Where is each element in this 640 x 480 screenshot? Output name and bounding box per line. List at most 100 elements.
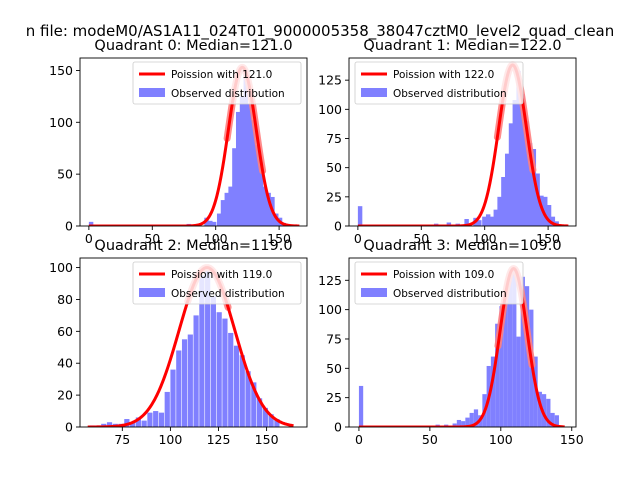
x-tick-label: 100 bbox=[158, 432, 182, 447]
histogram-bar bbox=[176, 350, 182, 427]
legend-bar-swatch bbox=[361, 288, 387, 297]
x-tick-label: 100 bbox=[204, 231, 228, 246]
legend-label-curve: Poission with 122.0 bbox=[393, 69, 494, 81]
x-tick-label: 150 bbox=[255, 432, 279, 447]
legend-box bbox=[354, 261, 524, 305]
x-tick-label: 50 bbox=[422, 432, 438, 447]
histogram-bar bbox=[199, 275, 205, 427]
subplot-title: Quadrant 3: Median=109.0 bbox=[363, 238, 561, 254]
legend-bar-swatch bbox=[139, 88, 165, 97]
legend-label-hist: Observed distribution bbox=[393, 288, 507, 300]
histogram-bar bbox=[222, 318, 228, 427]
histogram-bar bbox=[228, 332, 234, 427]
histogram-bar bbox=[524, 286, 530, 427]
y-tick-label: 80 bbox=[57, 292, 73, 307]
histogram-bar bbox=[495, 323, 500, 427]
y-tick-label: 100 bbox=[318, 102, 342, 117]
subplot-quadrant-1: Quadrant 1: Median=122.0 0 50 100 150 0 25 50 75… bbox=[318, 38, 577, 246]
histogram-bar bbox=[245, 371, 251, 427]
y-tick-label: 60 bbox=[57, 324, 73, 339]
legend: Poission with 109.0 Observed distribution bbox=[354, 261, 524, 305]
histogram-bar bbox=[512, 268, 517, 427]
histogram-bar bbox=[493, 209, 499, 226]
histogram-bar bbox=[247, 103, 252, 226]
histogram-bar bbox=[497, 196, 502, 226]
y-tick-label: 50 bbox=[326, 361, 342, 376]
y-tick-label: 75 bbox=[326, 331, 342, 346]
legend-label-curve: Poission with 121.0 bbox=[171, 69, 272, 81]
histogram-bar bbox=[205, 270, 211, 427]
histogram-bar bbox=[220, 200, 226, 226]
histogram-bar bbox=[499, 306, 504, 427]
histogram-bar bbox=[170, 369, 176, 427]
axes-frame bbox=[79, 257, 308, 428]
histogram-bar bbox=[232, 148, 237, 226]
histogram-bar bbox=[490, 356, 496, 427]
subplot-quadrant-3: Quadrant 3: Median=109.0 0 50 100 150 0 25 50 75… bbox=[318, 238, 584, 447]
histogram-bar bbox=[193, 315, 199, 427]
x-tick-label: 0 bbox=[354, 231, 362, 246]
histogram-bar bbox=[541, 394, 547, 427]
legend-box bbox=[132, 261, 302, 305]
histogram-bar bbox=[482, 216, 487, 226]
histogram-bar bbox=[477, 220, 482, 226]
histogram-bar bbox=[266, 192, 271, 226]
histogram-bar bbox=[485, 214, 491, 226]
x-tick-label: 150 bbox=[267, 231, 291, 246]
y-tick-label: 25 bbox=[326, 189, 342, 204]
y-tick-label: 100 bbox=[318, 302, 342, 317]
legend: Poission with 121.0 Observed distribution bbox=[132, 61, 302, 105]
histogram-bar bbox=[208, 220, 213, 226]
y-tick-label: 40 bbox=[57, 356, 73, 371]
y-tick-label: 20 bbox=[57, 388, 73, 403]
y-tick-label: 50 bbox=[57, 167, 73, 182]
y-tick-label: 50 bbox=[326, 160, 342, 175]
histogram-bar bbox=[255, 145, 260, 226]
histogram-bar bbox=[243, 70, 249, 226]
legend-label-hist: Observed distribution bbox=[171, 288, 285, 300]
histogram-bar bbox=[546, 205, 552, 226]
legend-box bbox=[132, 61, 302, 105]
histogram-bar bbox=[256, 398, 263, 427]
histogram-bar bbox=[158, 412, 165, 427]
y-tick-label: 75 bbox=[326, 131, 342, 146]
histogram-bar bbox=[550, 412, 555, 427]
x-tick-label: 125 bbox=[207, 432, 231, 447]
histogram-bar bbox=[262, 186, 268, 226]
x-tick-label: 150 bbox=[560, 432, 584, 447]
histogram-bar bbox=[520, 94, 525, 226]
histogram-bar bbox=[210, 296, 217, 427]
x-tick-label: 50 bbox=[413, 231, 429, 246]
y-tick-label: 125 bbox=[318, 273, 342, 288]
y-tick-label: 0 bbox=[334, 420, 342, 435]
x-tick-label: 50 bbox=[144, 231, 160, 246]
histogram-bar bbox=[461, 421, 466, 427]
histogram-bar bbox=[473, 409, 479, 427]
axes-frame bbox=[348, 257, 577, 428]
histogram-bar bbox=[469, 412, 474, 427]
y-tick-label: 150 bbox=[49, 63, 73, 78]
histogram-bar bbox=[216, 312, 222, 427]
y-tick-label: 0 bbox=[334, 219, 342, 234]
histogram-bar bbox=[88, 221, 94, 226]
histogram-bar bbox=[141, 420, 147, 427]
y-tick-label: 0 bbox=[65, 420, 73, 435]
histogram-bar bbox=[181, 339, 188, 427]
histogram-bar bbox=[224, 192, 230, 226]
legend: Poission with 119.0 Observed distribution bbox=[132, 261, 302, 305]
x-tick-label: 75 bbox=[114, 432, 130, 447]
histogram-bar bbox=[262, 407, 268, 427]
histogram-bar bbox=[465, 417, 470, 427]
histogram-bar bbox=[527, 143, 533, 226]
histogram-bar bbox=[358, 385, 364, 427]
y-tick-label: 25 bbox=[326, 390, 342, 405]
subplot-quadrant-0: Quadrant 0: Median=121.0 0 50 100 150 0 50 100 1… bbox=[49, 38, 308, 246]
histogram-bar bbox=[268, 414, 274, 427]
x-tick-label: 0 bbox=[85, 231, 93, 246]
histogram-bar bbox=[235, 111, 241, 226]
legend-label-hist: Observed distribution bbox=[171, 88, 285, 100]
histogram-bar bbox=[516, 70, 521, 226]
histogram-bar bbox=[489, 216, 495, 226]
figure-suptitle: n file: modeM0/AS1A11_024T01_9000005358_… bbox=[26, 22, 615, 41]
x-tick-label: 100 bbox=[473, 231, 497, 246]
